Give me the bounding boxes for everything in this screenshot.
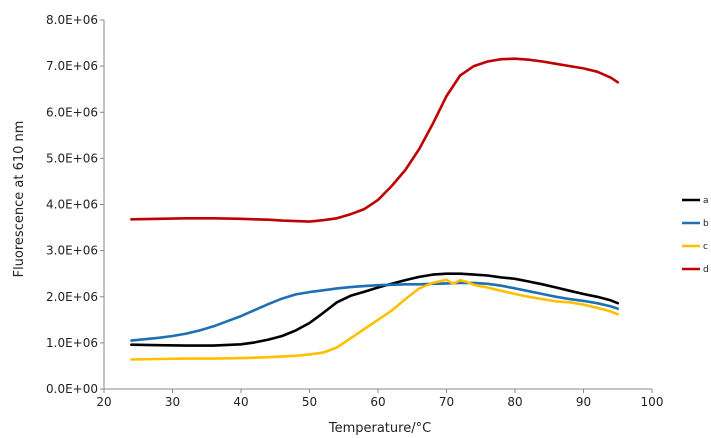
- y-tick-label: 0.0E+00: [46, 382, 98, 396]
- y-tick-label: 8.0E+06: [46, 13, 98, 27]
- x-tick-label: 90: [576, 395, 591, 409]
- x-tick-label: 100: [641, 395, 664, 409]
- y-axis-title: Fluorescence at 610 nm: [12, 121, 27, 278]
- y-tick-label: 7.0E+06: [46, 59, 98, 73]
- series-line-c: [130, 278, 620, 361]
- y-tick-label: 4.0E+06: [46, 198, 98, 212]
- x-tick-label: 30: [165, 395, 180, 409]
- x-tick-label: 60: [370, 395, 385, 409]
- series-line-b: [130, 281, 620, 342]
- series-line-a: [130, 272, 620, 347]
- x-tick-label: 40: [233, 395, 248, 409]
- legend: a b c d: [682, 196, 709, 275]
- legend-label-c: c: [703, 242, 708, 252]
- legend-label-a: a: [703, 196, 709, 206]
- axes: 0.0E+00 1.0E+06 2.0E+06 3.0E+06 4.0E+06 5.0E+…: [46, 13, 663, 409]
- x-tick-label: 80: [507, 395, 522, 409]
- y-tick-label: 3.0E+06: [46, 244, 98, 258]
- y-tick-label: 1.0E+06: [46, 336, 98, 350]
- x-axis-title: Temperature/°C: [328, 421, 431, 436]
- series-line-d: [130, 57, 620, 223]
- legend-label-d: d: [703, 265, 709, 275]
- y-tick-label: 6.0E+06: [46, 105, 98, 119]
- x-tick-label: 70: [439, 395, 454, 409]
- legend-label-b: b: [703, 219, 709, 229]
- y-tick-label: 5.0E+06: [46, 151, 98, 165]
- x-tick-label: 50: [302, 395, 317, 409]
- series-layer: [130, 57, 620, 361]
- y-tick-label: 2.0E+06: [46, 290, 98, 304]
- x-tick-label: 20: [96, 395, 111, 409]
